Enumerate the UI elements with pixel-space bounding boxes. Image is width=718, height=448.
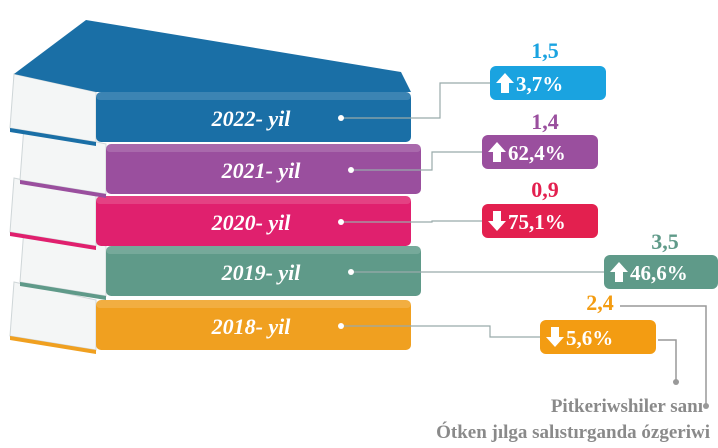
connector-dot [348, 269, 354, 275]
change-value: 62,4% [508, 141, 566, 165]
change-value: 3,7% [516, 72, 563, 96]
footer-connector [658, 339, 677, 382]
change-value: 5,6% [566, 326, 613, 350]
connector [351, 151, 482, 171]
value: 2,4 [586, 290, 614, 315]
connector [341, 220, 482, 223]
footer-line1: Pitkeriwshiler sanı [551, 396, 703, 417]
book-cover-edge [10, 336, 96, 354]
book-shade [96, 196, 411, 204]
book-shade [96, 300, 411, 308]
book-year: 2020- yil [211, 210, 292, 235]
book-year: 2019- yil [221, 260, 302, 285]
direction-arrow [488, 142, 506, 162]
value: 3,5 [651, 229, 679, 254]
connector [341, 325, 540, 338]
book-year: 2018- yil [211, 314, 292, 339]
book-spine [96, 92, 411, 142]
book-year: 2021- yil [221, 158, 302, 183]
value: 1,5 [531, 38, 559, 63]
connector-dot [338, 323, 344, 329]
footer-line2: Ótken jılga salıstırganda ózgeriwi [436, 421, 710, 443]
footer-dot [703, 403, 709, 409]
connector-dot [338, 219, 344, 225]
book-cover-edge [20, 180, 106, 198]
book-spine [96, 300, 411, 350]
value: 1,4 [531, 109, 559, 134]
footer-connector [620, 305, 707, 406]
book-cover-edge [10, 232, 96, 250]
book-spine [96, 196, 411, 246]
direction-arrow [610, 262, 628, 282]
book-year: 2022- yil [211, 106, 292, 131]
book-shade [106, 144, 421, 152]
change-badge [540, 320, 656, 354]
change-badge [604, 255, 718, 289]
book-shade [96, 92, 411, 100]
footer-dot [673, 379, 679, 385]
value: 0,9 [531, 177, 559, 202]
book-spine [106, 246, 421, 296]
book-top-cover [14, 20, 411, 92]
change-value: 75,1% [508, 210, 566, 234]
change-value: 46,6% [630, 261, 688, 285]
book-stack: 2018- yil 2019- yil 2020- yil 2021- yil 2022… [9, 20, 421, 354]
direction-arrow [488, 211, 506, 231]
book-cover-edge [10, 128, 96, 146]
direction-arrow [496, 73, 514, 93]
change-badge [482, 204, 598, 238]
direction-arrow [546, 327, 564, 347]
connector-dot [348, 167, 354, 173]
change-badge [490, 66, 606, 100]
connector-dot [338, 115, 344, 121]
change-badge [482, 135, 598, 169]
book-spine [106, 144, 421, 194]
connector [341, 82, 490, 119]
book-cover-edge [20, 282, 106, 300]
book-shade [106, 246, 421, 254]
